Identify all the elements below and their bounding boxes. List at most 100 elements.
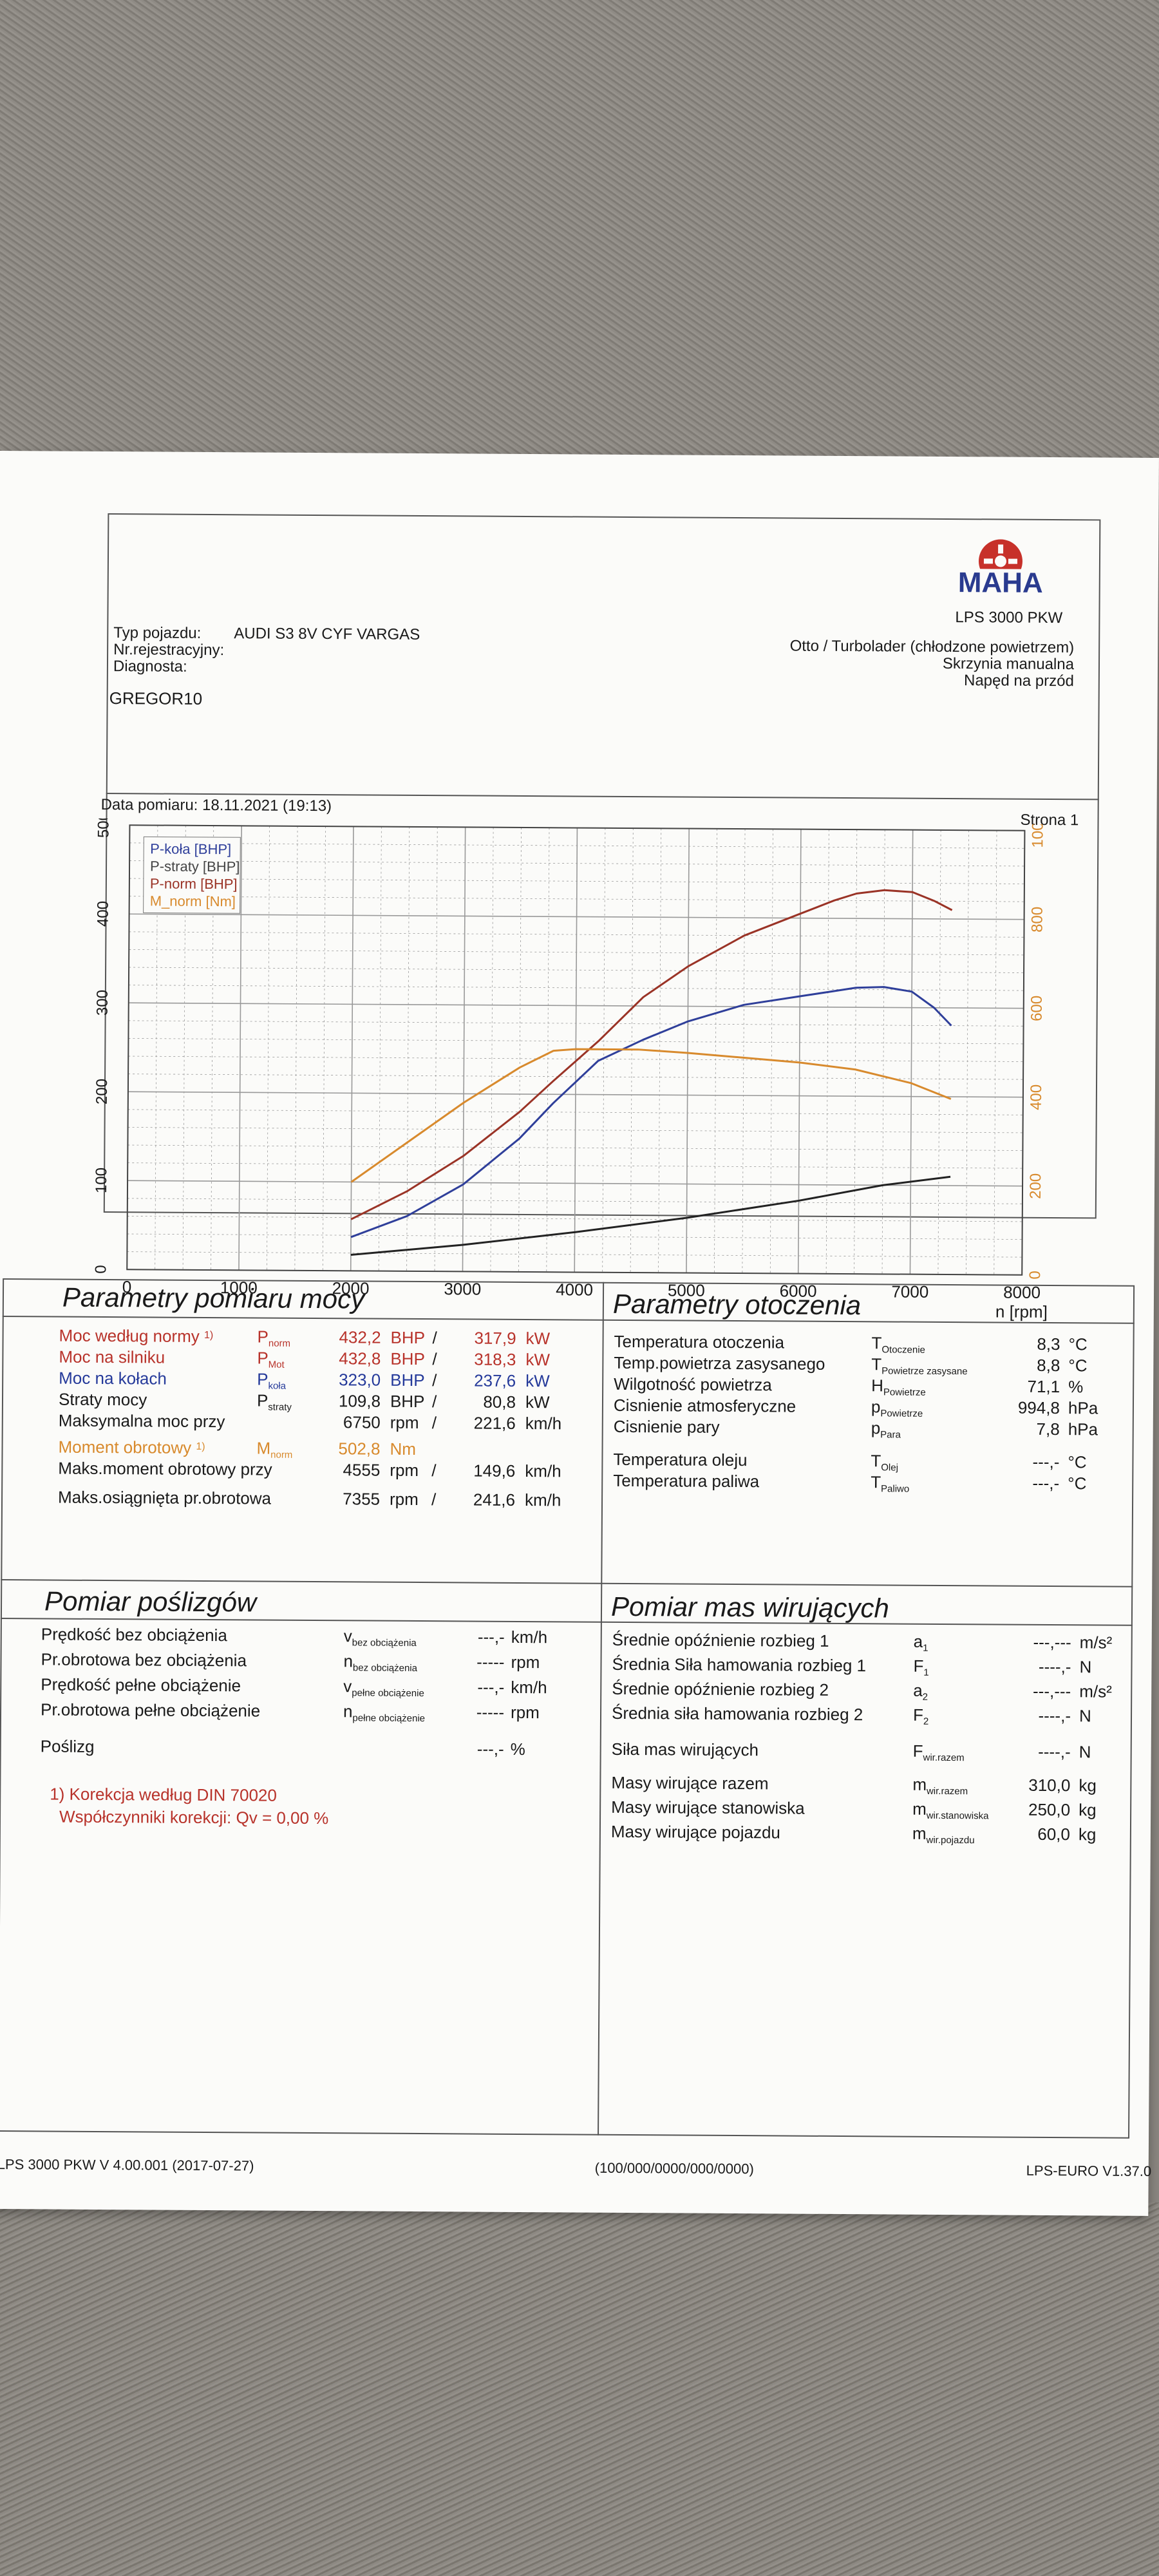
y-right-tick-label: 0 — [1026, 1271, 1044, 1280]
grid-line — [127, 1251, 1022, 1258]
grid-line — [238, 826, 242, 1271]
legend-entry: P-norm [BHP] — [150, 875, 238, 892]
grid-line — [127, 1109, 1023, 1115]
grid-line — [518, 827, 522, 1272]
y-right-tick-label: 600 — [1028, 996, 1046, 1021]
grid-line — [129, 931, 1024, 938]
series-line — [350, 889, 953, 1220]
footer-version: LPS 3000 PKW V 4.00.001 (2017-07-27) — [0, 2156, 254, 2174]
x-tick-label: 1000 — [220, 1278, 258, 1297]
x-tick-label: 3000 — [444, 1279, 481, 1298]
grid-line — [127, 1162, 1023, 1169]
y-left-tick-label: 300 — [94, 990, 111, 1016]
grid-line — [129, 967, 1024, 973]
vehicle-type-label: Typ pojazdu: — [113, 624, 202, 642]
grid-line — [714, 828, 718, 1273]
y-left-tick-label: 200 — [93, 1079, 111, 1104]
grid-line — [546, 828, 550, 1273]
legend-entry: M_norm [Nm] — [150, 893, 236, 909]
grid-line — [294, 826, 298, 1271]
grid-line — [129, 878, 1024, 884]
x-tick-label: 0 — [122, 1277, 132, 1296]
rotating-mass-title: Pomiar mas wirujących — [610, 1591, 889, 1624]
ambient-params-title: Parametry otoczenia — [612, 1288, 862, 1321]
slip-title: Pomiar poślizgów — [44, 1586, 257, 1618]
brand-text: MAHA — [958, 567, 1043, 599]
measurement-date: Data pomiaru: 18.11.2021 (19:13) — [100, 795, 332, 815]
y-left-tick-label: 400 — [94, 901, 111, 927]
grid-line — [742, 829, 746, 1274]
grid-line — [994, 830, 997, 1275]
grid-line — [490, 827, 494, 1272]
carpet-background-bottom — [0, 2202, 1159, 2576]
grid-line — [127, 1127, 1023, 1133]
grid-line — [128, 1056, 1024, 1062]
dyno-chart: 0 1000 2000 3000 4000 5000 6000 7000 80000100200… — [92, 819, 1048, 1321]
grid-line — [129, 949, 1024, 956]
grid-line — [129, 842, 1025, 849]
grid-line — [938, 829, 941, 1274]
series-line — [350, 1175, 951, 1256]
maha-logo: MAHA — [946, 535, 1056, 607]
grid-line — [797, 829, 802, 1274]
grid-line — [127, 1091, 1023, 1098]
grid-line — [322, 826, 326, 1271]
footer-euro-version: LPS-EURO V1.37.0 — [1026, 2162, 1152, 2179]
y-right-tick-label: 200 — [1027, 1173, 1044, 1199]
registration-label: Nr.rejestracyjny: — [113, 641, 225, 659]
operator-name: GREGOR10 — [109, 688, 203, 708]
x-tick-label: 7000 — [891, 1282, 928, 1301]
y-right-tick-label: 800 — [1028, 907, 1046, 933]
grid-line — [462, 827, 466, 1272]
drive: Napęd na przód — [963, 672, 1074, 690]
footer-code: (100/000/0000/000/0000) — [594, 2159, 754, 2177]
legend-box — [143, 836, 241, 914]
series-line — [350, 1048, 952, 1183]
dyno-report-sheet: MAHA LPS 3000 PKW Typ pojazdu: AUDI S3 8… — [0, 451, 1159, 2216]
carpet-background-top — [0, 0, 1159, 489]
legend-entry: P-koła [BHP] — [150, 840, 231, 857]
grid-line — [127, 1180, 1023, 1187]
diagnosis-label: Diagnosta: — [113, 658, 187, 676]
grid-line — [128, 985, 1024, 991]
grid-line — [825, 829, 829, 1274]
plot-frame — [126, 824, 1026, 1276]
grid-line — [127, 1216, 1022, 1222]
grid-line — [129, 896, 1024, 902]
x-tick-label: 8000 — [1003, 1283, 1041, 1302]
grid-line — [267, 826, 270, 1271]
engine-type: Otto / Turbolader (chłodzone powietrzem) — [789, 637, 1075, 657]
grid-line — [127, 1144, 1023, 1151]
grid-line — [129, 860, 1025, 867]
grid-line — [854, 829, 858, 1274]
grid-line — [129, 913, 1024, 920]
x-tick-label: 5000 — [668, 1280, 705, 1300]
grid-line — [434, 827, 438, 1272]
correction-coeff: Współczynniki korekcji: Qv = 0,00 % — [59, 1806, 329, 1828]
grid-line — [128, 1020, 1024, 1027]
series-line — [350, 986, 952, 1238]
legend-entry: P-straty [BHP] — [150, 858, 240, 875]
grid-line — [686, 828, 690, 1273]
grid-line — [127, 1198, 1022, 1204]
x-tick-label: 4000 — [556, 1280, 593, 1299]
gearbox: Skrzynia manualna — [942, 654, 1075, 674]
x-tick-label: 6000 — [780, 1281, 817, 1300]
y-left-tick-label: 100 — [93, 1168, 110, 1193]
x-tick-label: 2000 — [332, 1278, 370, 1298]
grid-line — [127, 1233, 1022, 1240]
grid-line — [909, 829, 914, 1274]
grid-line — [128, 1002, 1024, 1009]
grid-line — [128, 1074, 1024, 1080]
x-axis-label: n [rpm] — [995, 1302, 1048, 1321]
y-right-tick-label: 400 — [1028, 1084, 1045, 1110]
y-left-tick-label: 500 — [95, 819, 112, 838]
grid-line — [881, 829, 885, 1274]
y-left-tick-label: 0 — [92, 1265, 109, 1274]
grid-line — [406, 826, 410, 1271]
grid-line — [965, 830, 969, 1275]
vehicle-type-value: AUDI S3 8V CYF VARGAS — [234, 625, 420, 643]
model-label: LPS 3000 PKW — [955, 609, 1063, 627]
grid-line — [350, 826, 354, 1271]
correction-note: 1) Korekcja według DIN 70020 — [50, 1784, 277, 1805]
